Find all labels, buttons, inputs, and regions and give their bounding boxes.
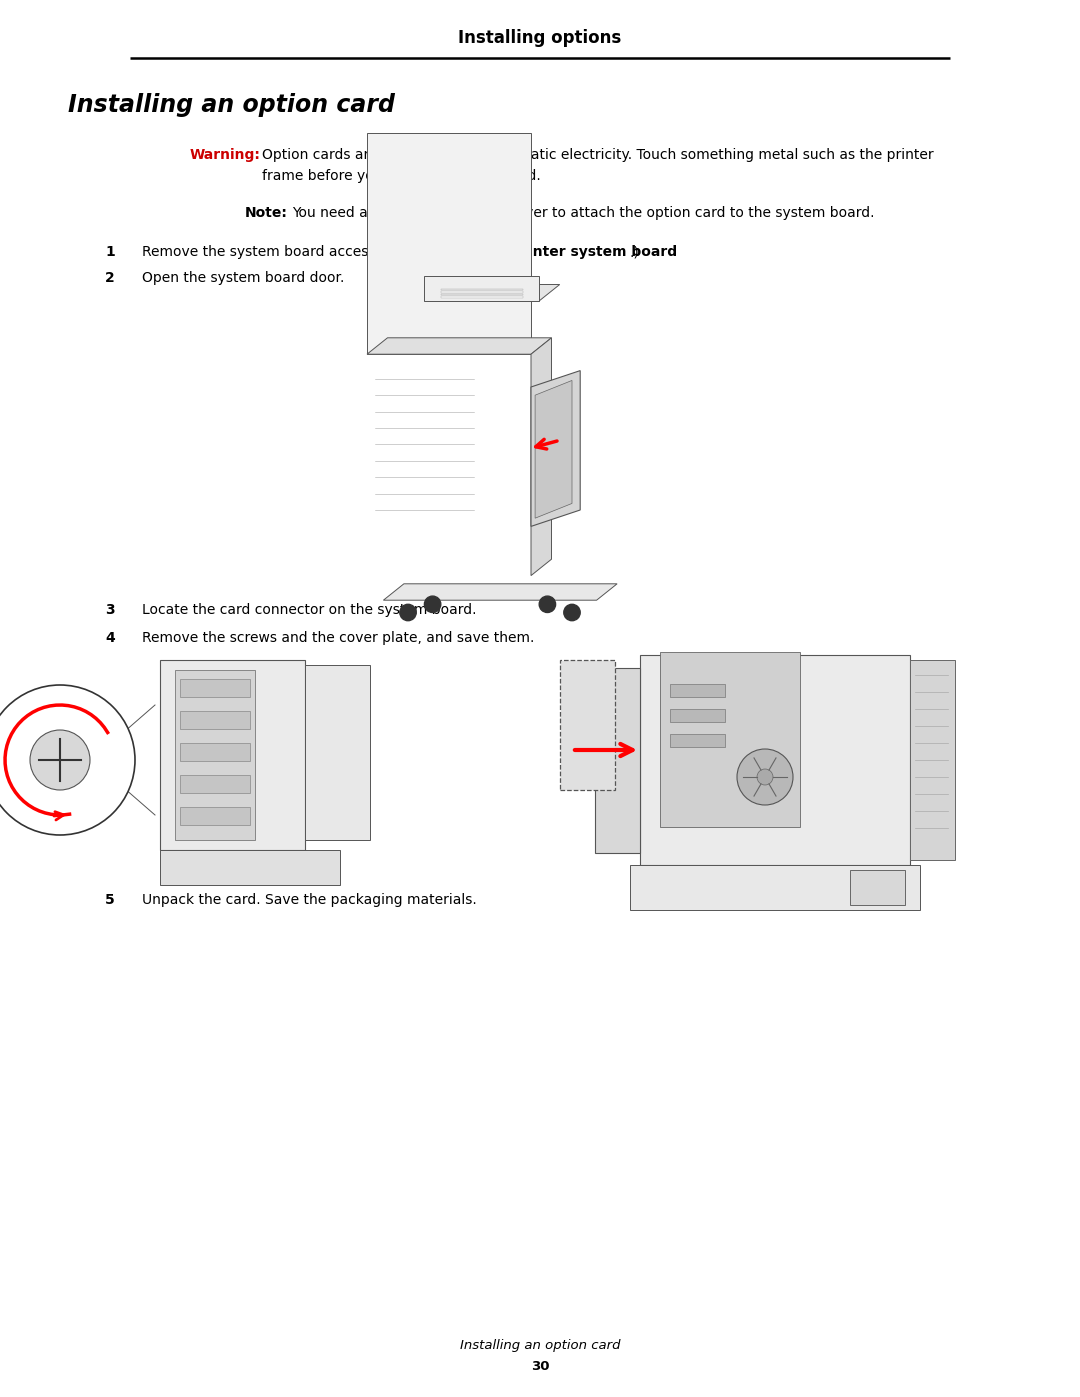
Circle shape <box>0 685 135 835</box>
Text: 3: 3 <box>105 604 114 617</box>
Text: 30: 30 <box>530 1359 550 1372</box>
Circle shape <box>424 597 441 612</box>
FancyBboxPatch shape <box>910 659 955 861</box>
FancyBboxPatch shape <box>160 659 305 849</box>
Circle shape <box>539 597 555 612</box>
Text: Note:: Note: <box>245 205 288 219</box>
Text: Accessing the printer system board: Accessing the printer system board <box>397 244 677 258</box>
Polygon shape <box>531 338 552 576</box>
Polygon shape <box>531 370 580 527</box>
Text: 1: 1 <box>105 244 114 258</box>
Text: .): .) <box>629 244 638 258</box>
Text: Unpack the card. Save the packaging materials.: Unpack the card. Save the packaging mate… <box>141 893 476 907</box>
FancyBboxPatch shape <box>441 291 523 293</box>
Bar <box>561 659 615 789</box>
FancyBboxPatch shape <box>441 289 523 291</box>
FancyBboxPatch shape <box>367 133 531 355</box>
Polygon shape <box>383 584 617 601</box>
FancyBboxPatch shape <box>670 733 725 747</box>
Circle shape <box>757 768 773 785</box>
FancyBboxPatch shape <box>595 668 640 854</box>
FancyBboxPatch shape <box>670 685 725 697</box>
Text: Remove the system board access panel. (See: Remove the system board access panel. (S… <box>141 244 463 258</box>
Polygon shape <box>424 285 559 300</box>
Circle shape <box>400 605 416 620</box>
Text: 2: 2 <box>105 271 114 285</box>
Text: Option cards are easily damaged by static electricity. Touch something metal suc: Option cards are easily damaged by stati… <box>262 148 933 162</box>
FancyBboxPatch shape <box>180 679 249 697</box>
Text: Open the system board door.: Open the system board door. <box>141 271 345 285</box>
Text: Installing options: Installing options <box>458 29 622 47</box>
FancyBboxPatch shape <box>180 711 249 729</box>
Text: Remove the screws and the cover plate, and save them.: Remove the screws and the cover plate, a… <box>141 631 535 645</box>
Text: 5: 5 <box>105 893 114 907</box>
FancyBboxPatch shape <box>630 865 920 909</box>
FancyBboxPatch shape <box>640 655 910 865</box>
Circle shape <box>30 731 90 789</box>
FancyBboxPatch shape <box>660 652 800 827</box>
Text: 4: 4 <box>105 631 114 645</box>
Circle shape <box>737 749 793 805</box>
FancyBboxPatch shape <box>175 671 255 840</box>
Text: Locate the card connector on the system board.: Locate the card connector on the system … <box>141 604 476 617</box>
FancyBboxPatch shape <box>160 849 340 886</box>
FancyBboxPatch shape <box>424 277 539 300</box>
Text: Warning:: Warning: <box>190 148 261 162</box>
Polygon shape <box>535 380 572 518</box>
FancyBboxPatch shape <box>441 293 523 295</box>
FancyBboxPatch shape <box>180 743 249 761</box>
Text: Installing an option card: Installing an option card <box>460 1338 620 1351</box>
Polygon shape <box>367 338 552 355</box>
Text: Installing an option card: Installing an option card <box>68 94 395 117</box>
Circle shape <box>564 605 580 620</box>
FancyBboxPatch shape <box>180 807 249 826</box>
FancyBboxPatch shape <box>670 710 725 722</box>
FancyBboxPatch shape <box>180 775 249 793</box>
Text: frame before you touch a memory card.: frame before you touch a memory card. <box>262 169 541 183</box>
FancyBboxPatch shape <box>305 665 370 840</box>
FancyBboxPatch shape <box>441 296 523 298</box>
Text: You need a small Phillips screwdriver to attach the option card to the system bo: You need a small Phillips screwdriver to… <box>292 205 875 219</box>
FancyBboxPatch shape <box>850 870 905 905</box>
